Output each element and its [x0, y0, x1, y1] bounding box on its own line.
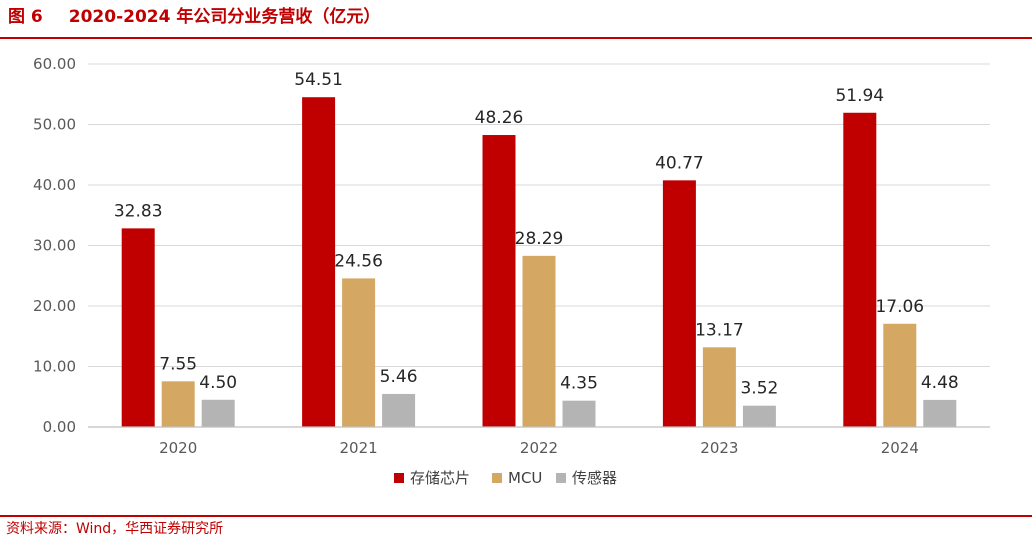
bar [482, 135, 516, 427]
data-label: 7.55 [159, 354, 197, 374]
x-tick-label: 2022 [520, 439, 558, 457]
legend-label: 传感器 [572, 469, 617, 487]
data-label: 28.29 [515, 229, 564, 249]
bar [342, 278, 376, 427]
bars [121, 97, 957, 427]
x-axis: 2020 2021 2022 2023 2024 [88, 426, 990, 457]
data-label: 4.50 [199, 373, 237, 393]
bar [121, 228, 155, 427]
bar [742, 405, 776, 427]
legend-label: 存储芯片 [410, 469, 470, 487]
data-label: 48.26 [475, 108, 524, 128]
bottom-rule [0, 515, 1032, 517]
bar [562, 400, 596, 427]
bar [923, 399, 957, 427]
data-label: 54.51 [294, 70, 343, 90]
legend-label: MCU [508, 469, 542, 487]
x-tick-label: 2021 [340, 439, 378, 457]
figure-number: 图 6 [8, 7, 43, 27]
legend-swatch [492, 473, 502, 483]
data-label: 4.35 [560, 374, 598, 394]
x-tick-label: 2020 [159, 439, 197, 457]
data-label: 40.77 [655, 153, 704, 173]
data-label: 5.46 [380, 367, 418, 387]
top-rule [0, 37, 1032, 39]
data-label: 13.17 [695, 320, 744, 340]
data-label: 32.83 [114, 201, 163, 221]
bar [843, 112, 877, 427]
bar [702, 347, 736, 427]
data-label: 24.56 [334, 251, 383, 271]
data-labels: 32.83 7.554.50 54.51 24.56 5.46 48.26 28.29 4.3… [114, 70, 959, 398]
bar [201, 399, 235, 427]
bar [522, 255, 556, 427]
data-label: 51.94 [835, 86, 884, 106]
legend-swatch [556, 473, 566, 483]
bar-chart: 0.00 10.00 20.00 30.00 40.00 50.00 60.00 32.83… [33, 55, 990, 487]
gridlines [88, 63, 990, 367]
bar [382, 393, 416, 427]
y-tick-label: 40.00 [33, 176, 76, 194]
y-axis: 0.00 10.00 20.00 30.00 40.00 50.00 60.00 [33, 55, 76, 436]
data-label: 3.52 [740, 379, 778, 399]
bar [662, 180, 696, 427]
y-tick-label: 50.00 [33, 116, 76, 134]
y-tick-label: 60.00 [33, 55, 76, 73]
x-tick-label: 2023 [700, 439, 738, 457]
data-label: 17.06 [875, 297, 924, 317]
figure-title-text: 2020-2024 年公司分业务营收（亿元） [68, 7, 381, 27]
legend-swatch [394, 473, 404, 483]
figure-title: 图 6 2020-2024 年公司分业务营收（亿元） [8, 4, 380, 30]
legend: 存储芯片 MCU 传感器 [394, 469, 617, 487]
y-tick-label: 20.00 [33, 297, 76, 315]
y-tick-label: 0.00 [43, 418, 76, 436]
y-tick-label: 30.00 [33, 237, 76, 255]
y-tick-label: 10.00 [33, 358, 76, 376]
bar [161, 381, 195, 427]
data-label: 4.48 [921, 373, 959, 393]
source-note: 资料来源：Wind，华西证券研究所 [6, 521, 224, 537]
bar [302, 97, 336, 427]
x-tick-label: 2024 [881, 439, 919, 457]
bar [883, 323, 917, 427]
